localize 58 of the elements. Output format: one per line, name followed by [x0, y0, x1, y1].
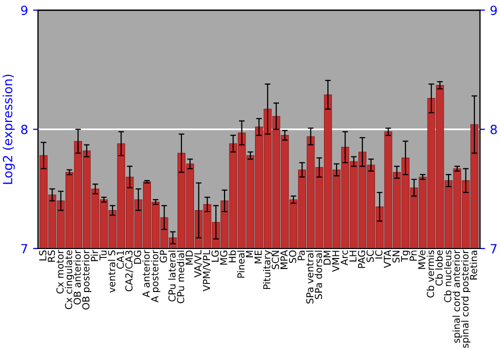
x-tick-label: Arc [340, 250, 348, 266]
x-tick-label: Cb lobe [435, 250, 443, 286]
y-axis-title: Log2 (expression) [2, 74, 15, 184]
x-tick-label: ME [254, 250, 262, 264]
x-tick-label: DM [324, 250, 331, 265]
x-tick-label: Pa [298, 250, 305, 260]
x-tick-label: spinal cord posterior [461, 250, 470, 348]
y-tick-label: 7 [21, 244, 28, 254]
x-tick-label: LH [349, 250, 356, 262]
x-tick-label: Pir [90, 250, 98, 262]
y2-tick-label: 8 [490, 124, 497, 134]
x-tick-label: VTA [384, 250, 391, 268]
x-tick-label: A anterior [142, 250, 150, 298]
x-tick-label: SCN [272, 250, 280, 270]
x-tick-label: MD [186, 250, 193, 265]
y-tick-label: 9 [21, 6, 28, 16]
x-tick-label: VMH [332, 250, 340, 272]
x-tick-label: CPu medial [176, 250, 184, 304]
x-tick-label: MPA [280, 250, 288, 269]
y2-tick-label: 9 [490, 6, 497, 16]
x-tick-label: SPa ventral [306, 250, 314, 304]
x-tick-label: Cx cingulate [64, 250, 74, 310]
x-tick-label: Pn [410, 250, 417, 261]
x-tick-label: LS [39, 250, 46, 260]
x-tick-label: CA1 [116, 250, 124, 269]
x-tick-label: MG [220, 250, 228, 265]
x-tick-label: GP [160, 250, 168, 263]
x-tick-label: VPM/VPL [202, 250, 211, 292]
x-tick-label: RS [48, 250, 55, 262]
x-tick-label: DG [134, 250, 142, 264]
x-tick-label: Retina [470, 250, 478, 280]
x-tick-label: A posterior [150, 250, 160, 302]
x-tick-label: Pineal [237, 250, 245, 278]
x-tick-label: SC [366, 250, 374, 262]
x-tick-label: LG [211, 250, 219, 262]
x-tick-label: spinal cord anterior [452, 250, 462, 343]
x-tick-label: SPa dorsal [314, 250, 322, 300]
x-tick-label: Tu [100, 250, 107, 260]
x-tick-label: M [246, 250, 254, 258]
x-tick-label: IC [375, 250, 382, 258]
x-tick-label: OB anterior [73, 250, 81, 305]
x-tick-label: CPu lateral [168, 250, 176, 302]
y2-tick-label: 7 [490, 244, 497, 254]
x-tick-label: SN [392, 250, 400, 263]
x-tick-label: VA/VL [194, 250, 202, 278]
x-tick-label: Hb [228, 250, 236, 262]
x-tick-label: Pituitary [262, 250, 272, 289]
x-tick-label: Tg [401, 250, 410, 262]
x-tick-label: Cx motor [56, 250, 64, 294]
y-tick-label: 8 [21, 124, 28, 134]
x-tick-label: OB posterior [82, 250, 92, 310]
x-tick-label: MVe [418, 250, 426, 269]
x-tick-label: PAG [358, 250, 366, 268]
x-tick-label: SO [288, 250, 296, 263]
x-tick-label: CA2/CA3 [125, 250, 134, 292]
x-tick-label: Cb vermis [426, 250, 434, 298]
x-tick-label: Cb nucleus [444, 250, 452, 302]
x-tick-label: ventral S [108, 250, 116, 293]
